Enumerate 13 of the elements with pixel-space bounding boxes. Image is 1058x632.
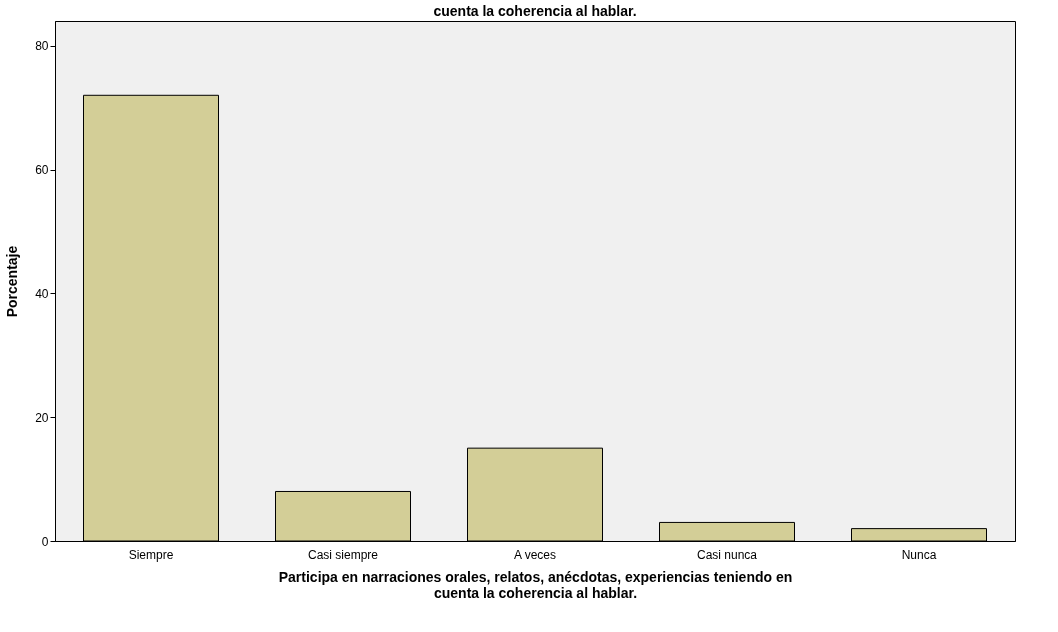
y-tick-label: 0 (41, 534, 49, 549)
x-tick-label: Siempre (128, 547, 174, 562)
x-tick-label: Casi nunca (696, 547, 758, 562)
y-tick-label: 20 (35, 410, 49, 425)
x-tick-label: Nunca (901, 547, 937, 562)
y-axis-title: Porcentaje (4, 245, 21, 318)
chart-title: cuenta la coherencia al hablar. (433, 3, 637, 19)
y-tick-label: 60 (35, 163, 49, 178)
x-axis-title: Participa en narraciones orales, relatos, anécdotas, experiencias teniendo en cuenta la coherencia al hablar. (278, 568, 793, 601)
x-tick-label: A veces (513, 547, 557, 562)
x-tick-label: Casi siempre (307, 547, 379, 562)
y-tick-label: 40 (35, 286, 49, 301)
y-tick-label: 80 (35, 39, 49, 54)
